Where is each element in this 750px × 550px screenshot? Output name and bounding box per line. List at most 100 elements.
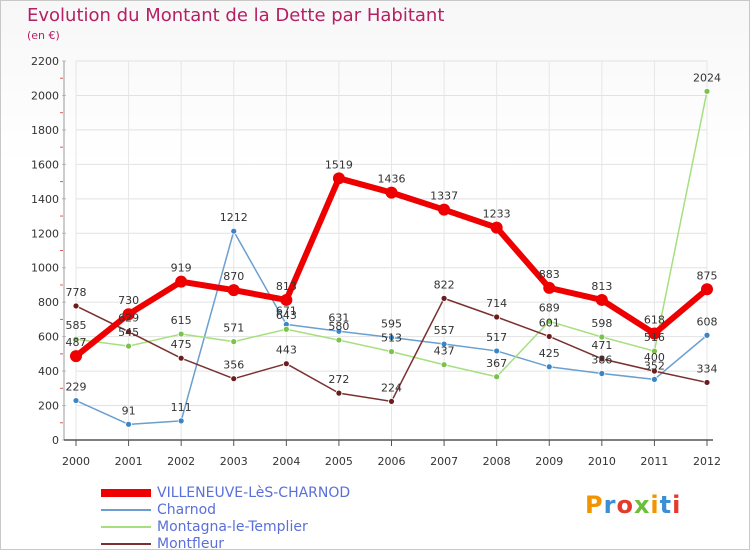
data-label: 875 [697, 269, 718, 282]
data-point [703, 87, 711, 95]
data-label: 580 [328, 320, 349, 333]
data-label: 1436 [378, 173, 406, 186]
data-point [335, 389, 343, 397]
x-tick-label: 2006 [378, 455, 406, 468]
data-label: 813 [591, 280, 612, 293]
data-point [438, 203, 451, 216]
data-point [493, 373, 501, 381]
data-label: 471 [591, 339, 612, 352]
data-label: 1519 [325, 158, 353, 171]
logo-letter: P [585, 491, 604, 519]
data-point [230, 227, 238, 235]
data-label: 919 [171, 262, 192, 275]
x-tick-label: 2010 [588, 455, 616, 468]
data-point [651, 347, 658, 355]
data-point [125, 420, 132, 428]
data-labels: 229 91 111 1212 671 631 595 557 517 425 386 352 608 5… [66, 71, 722, 417]
logo-letter: r [603, 491, 617, 519]
data-point [282, 360, 290, 368]
data-label: 714 [486, 297, 507, 310]
data-label: 585 [66, 319, 87, 332]
logo-letter: x [633, 491, 651, 519]
data-label: 513 [381, 332, 402, 345]
x-tick-label: 2011 [640, 455, 668, 468]
y-tick-label: 2000 [31, 89, 59, 102]
data-label: 1337 [430, 190, 458, 203]
data-label: 618 [644, 314, 665, 327]
x-tick-label: 2009 [535, 455, 563, 468]
y-tick-label: 200 [38, 400, 59, 413]
y-tick-label: 800 [38, 296, 59, 309]
grid [75, 60, 708, 441]
data-label: 545 [118, 326, 139, 339]
x-tick-label: 2012 [693, 455, 721, 468]
data-point [125, 328, 132, 336]
x-tick-label: 2007 [430, 455, 458, 468]
x-tick-label: 2008 [483, 455, 511, 468]
data-label: 557 [434, 324, 455, 337]
y-tick-label: 2200 [31, 55, 59, 68]
data-point [545, 333, 553, 340]
data-label: 778 [66, 286, 87, 299]
data-label: 516 [644, 331, 665, 344]
legend-swatch [101, 489, 151, 497]
legend-swatch [101, 526, 151, 528]
data-point [70, 350, 82, 363]
data-point [651, 375, 658, 383]
data-label: 1233 [483, 208, 511, 221]
data-point [598, 333, 606, 341]
data-point [440, 361, 448, 369]
y-tick-label: 1600 [31, 158, 59, 171]
y-tick-label: 1800 [31, 124, 59, 137]
data-point [440, 294, 448, 302]
data-label: 367 [486, 357, 507, 370]
data-point [703, 379, 711, 386]
y-tick-label: 400 [38, 365, 59, 378]
data-label: 229 [66, 381, 87, 394]
data-point [598, 370, 606, 377]
data-point [335, 327, 343, 335]
data-point [490, 221, 503, 234]
legend-swatch [101, 509, 151, 511]
data-label: 643 [276, 309, 297, 322]
x-tick-label: 2005 [325, 455, 353, 468]
legend-label: Montfleur [157, 536, 225, 550]
data-label: 671 [276, 304, 297, 317]
data-label: 475 [171, 338, 192, 351]
legend-label: Montagna-le-Templier [157, 519, 308, 535]
data-point [335, 336, 343, 344]
axes: 0 200 400 600 800 1000 1200 1400 1600 1800 2000 220… [31, 55, 721, 468]
data-label: 356 [223, 359, 244, 372]
data-label: 608 [697, 315, 718, 328]
data-label: 822 [434, 278, 455, 291]
data-point [648, 327, 661, 340]
data-label: 2024 [693, 71, 721, 84]
data-label: 487 [66, 336, 87, 349]
data-point [332, 172, 345, 185]
data-point [440, 340, 448, 348]
x-tick-label: 2003 [220, 455, 248, 468]
data-label: 629 [118, 312, 139, 325]
legend-label: VILLENEUVE-LèS-CHARNOD [157, 485, 351, 501]
data-label: 730 [118, 294, 139, 307]
data-point [493, 347, 501, 355]
chart-unit: (en €) [27, 29, 60, 42]
data-point [545, 363, 553, 371]
data-point [545, 317, 553, 325]
logo-letter: i [672, 491, 682, 519]
data-label: 400 [644, 351, 665, 364]
chart-title: Evolution du Montant de la Dette par Hab… [27, 5, 445, 26]
logo-letter: t [659, 491, 673, 519]
data-point [388, 334, 395, 341]
data-point [651, 367, 658, 375]
data-point [282, 325, 290, 333]
data-label: 443 [276, 344, 297, 357]
y-tick-label: 1000 [31, 262, 59, 275]
data-label: 91 [122, 404, 136, 417]
line-chart: 0 200 400 600 800 1000 1200 1400 1600 1800 2000 220… [31, 55, 722, 468]
x-tick-label: 2004 [272, 455, 300, 468]
x-tick-label: 2002 [167, 455, 195, 468]
y-tick-label: 600 [38, 331, 59, 344]
data-label: 224 [381, 381, 402, 394]
data-label: 1212 [220, 211, 248, 224]
